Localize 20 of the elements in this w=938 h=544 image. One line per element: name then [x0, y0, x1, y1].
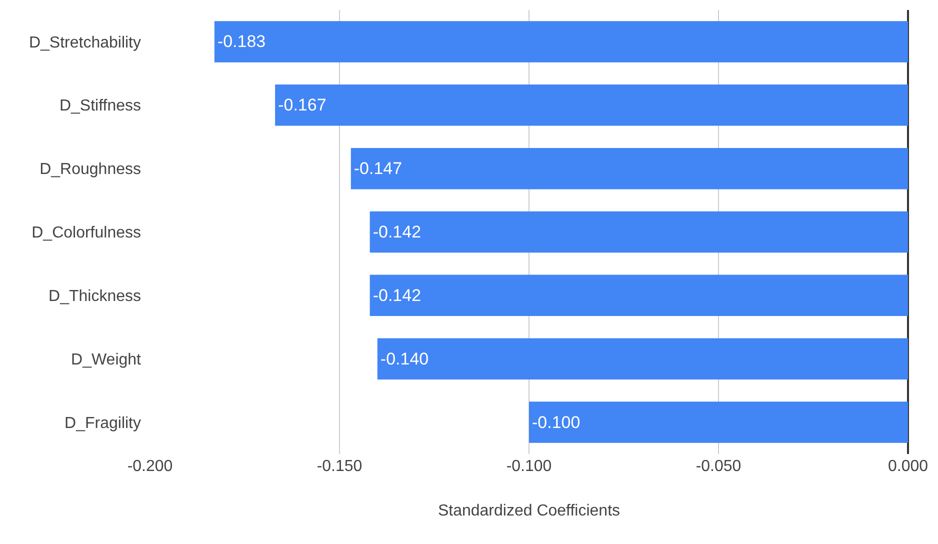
data-label: -0.142	[372, 286, 422, 305]
data-label: -0.100	[532, 412, 580, 432]
x-tick-label: -0.100	[506, 458, 552, 475]
y-tick-label: D_Colorfulness	[32, 224, 141, 242]
y-tick-label: D_Stiffness	[59, 98, 141, 115]
data-label: -0.167	[278, 96, 326, 115]
data-label: -0.183	[217, 32, 266, 52]
x-tick-label: -0.150	[316, 458, 362, 475]
x-axis-title: Standardized Coefficients	[438, 502, 620, 520]
y-tick-label: D_Fragility	[64, 414, 141, 432]
x-tick-label: 0.000	[888, 458, 928, 475]
y-tick-label: D_Roughness	[40, 161, 141, 178]
y-tick-label: D_Stretchability	[28, 34, 141, 52]
y-tick-label: D_Weight	[71, 351, 142, 368]
data-label: -0.142	[372, 222, 422, 242]
x-tick-label: -0.050	[696, 458, 742, 475]
x-tick-label: -0.200	[127, 458, 173, 475]
y-tick-label: D_Thickness	[48, 288, 141, 306]
data-label: -0.147	[354, 159, 402, 178]
data-label: -0.140	[380, 349, 429, 368]
